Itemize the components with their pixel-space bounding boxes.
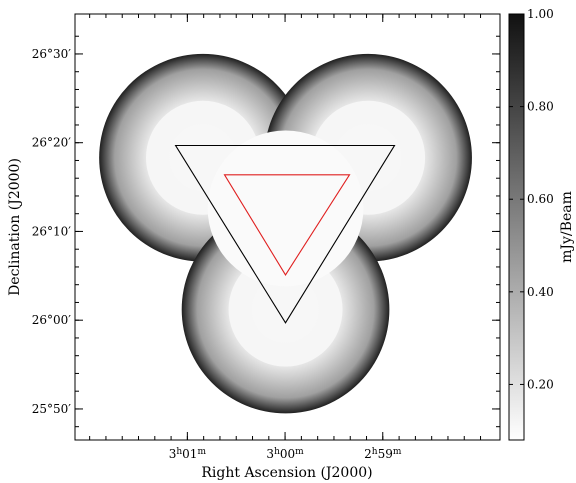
- colorbar-ticks: 1.00 0.80 0.60 0.40 0.20: [509, 7, 554, 391]
- x-tick-label: 3h00m: [266, 447, 304, 461]
- colorbar-tick-label: 0.20: [527, 377, 554, 391]
- triangle-inner: [223, 174, 351, 276]
- sensitivity-map: [99, 53, 472, 414]
- colorbar: 1.00 0.80 0.60 0.40 0.20 mJy/Beam: [508, 7, 575, 441]
- y-tick-label: 26°10′: [32, 224, 72, 238]
- overlap-core: [207, 130, 364, 287]
- colorbar-scale: [508, 13, 525, 441]
- y-tick-label: 25°50′: [32, 402, 72, 416]
- x-axis-ticks: 3h01m 3h00m 2h59m: [89, 14, 482, 461]
- colorbar-tick-label: 0.60: [527, 192, 554, 206]
- plot-frame: [74, 13, 501, 441]
- y-axis-ticks: 26°30′ 26°20′ 26°10′ 26°00′ 25°50′: [32, 35, 500, 428]
- colorbar-tick-label: 0.40: [527, 285, 554, 299]
- y-tick-label: 26°00′: [32, 313, 72, 327]
- colorbar-tick-label: 0.80: [527, 100, 554, 114]
- pointing-core: [228, 252, 343, 367]
- y-axis-title: Declination (J2000): [7, 158, 23, 296]
- x-tick-label: 3h01m: [169, 447, 207, 461]
- triangle-outer: [174, 144, 396, 324]
- x-axis-title: Right Ascension (J2000): [201, 465, 372, 481]
- y-tick-label: 26°30′: [32, 47, 72, 61]
- y-tick-label: 26°20′: [32, 136, 72, 150]
- colorbar-tick-label: 1.00: [527, 7, 554, 21]
- triangle-overlays: [174, 144, 396, 324]
- x-tick-label: 2h59m: [364, 447, 402, 461]
- colorbar-title: mJy/Beam: [559, 191, 575, 263]
- plot-area: 3h01m 3h00m 2h59m 26°30′ 26°20′ 26°10′ 26°00′…: [32, 13, 501, 461]
